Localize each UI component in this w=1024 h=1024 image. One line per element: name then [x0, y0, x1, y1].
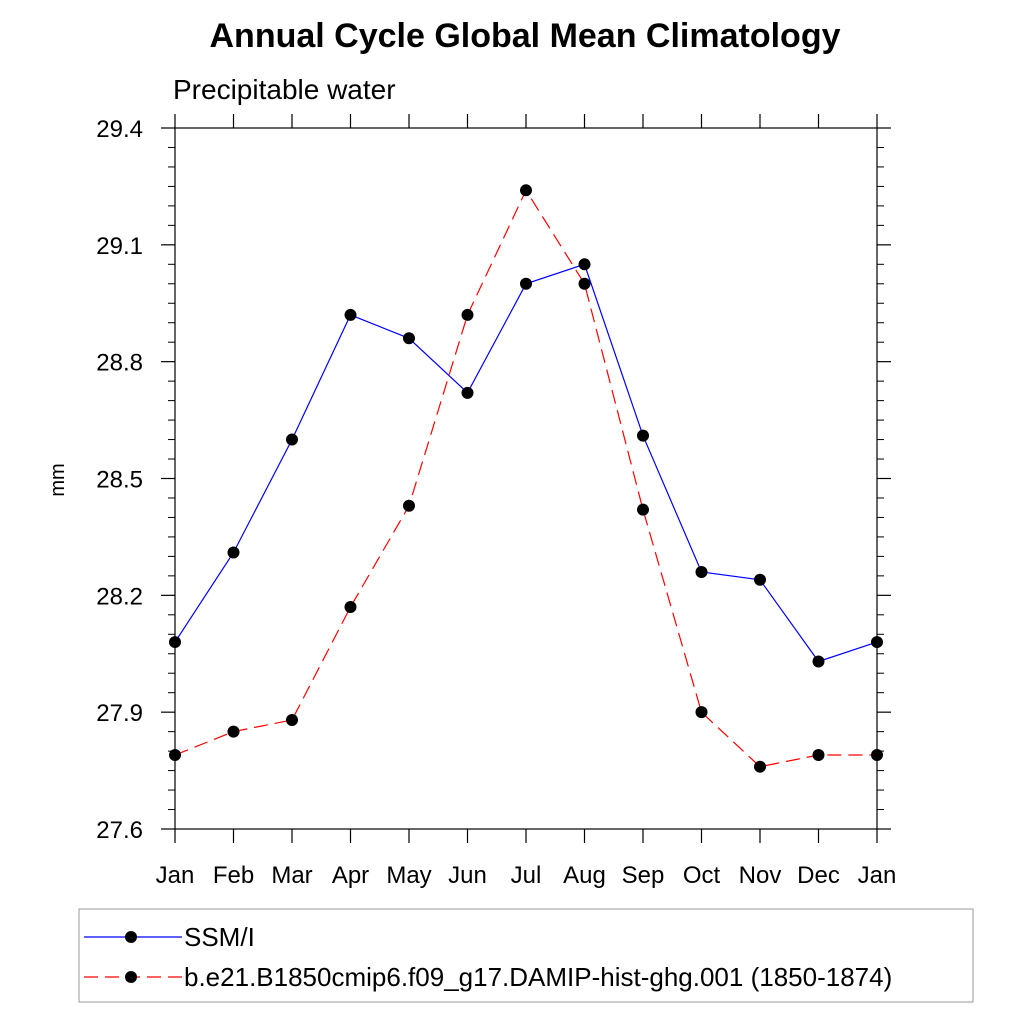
- y-axis-label: mm: [47, 463, 69, 496]
- data-point: [812, 655, 825, 668]
- series-line: [174, 189, 877, 768]
- x-tick-label: Nov: [739, 862, 782, 889]
- y-tick-label: 29.1: [96, 233, 143, 260]
- x-tick-label: Jan: [858, 862, 897, 889]
- data-point: [637, 429, 649, 442]
- legend-marker: [125, 971, 137, 983]
- x-tick-labels: Jan Feb Mar Apr May Jun Jul Aug Sep Oct Nov Dec Jan: [156, 862, 897, 889]
- axis-ticks: [161, 114, 891, 843]
- data-point: [286, 433, 298, 446]
- y-tick-label: 29.4: [96, 116, 143, 143]
- data-point: [461, 386, 474, 399]
- data-point: [871, 636, 883, 649]
- x-tick-label: Jul: [511, 862, 542, 889]
- data-point: [403, 332, 415, 345]
- data-point: [578, 258, 591, 271]
- legend-box: [78, 908, 974, 1003]
- x-tick-label: Feb: [213, 862, 254, 889]
- data-point: [403, 499, 415, 512]
- y-tick-label: 28.2: [96, 583, 143, 610]
- data-point: [461, 308, 474, 321]
- data-point: [227, 546, 240, 559]
- x-tick-label: Jun: [448, 862, 487, 889]
- y-tick-label: 27.9: [96, 700, 143, 727]
- x-tick-label: Apr: [332, 862, 369, 889]
- x-tick-label: Dec: [797, 862, 840, 889]
- x-tick-label: Aug: [563, 862, 606, 889]
- data-point: [754, 573, 766, 586]
- data-point: [520, 184, 532, 197]
- legend-label: b.e21.B1850cmip6.f09_g17.DAMIP-hist-ghg.…: [184, 962, 892, 992]
- data-point: [754, 760, 766, 773]
- x-tick-label: Sep: [622, 862, 665, 889]
- x-tick-label: May: [386, 862, 431, 889]
- data-point: [695, 706, 708, 719]
- data-point: [812, 749, 825, 762]
- data-point: [578, 277, 591, 290]
- data-point: [169, 749, 181, 762]
- data-point: [695, 565, 708, 578]
- x-tick-label: Jan: [156, 862, 195, 889]
- legend: SSM/I b.e21.B1850cmip6.f09_g17.DAMIP-hist…: [78, 908, 974, 1003]
- data-point: [344, 308, 357, 321]
- legend-label: SSM/I: [184, 922, 255, 952]
- legend-marker: [125, 931, 137, 943]
- data-point: [871, 749, 883, 762]
- x-tick-label: Oct: [683, 862, 721, 889]
- y-tick-label: 27.6: [96, 817, 143, 844]
- data-point: [637, 503, 649, 516]
- data-point: [286, 713, 298, 726]
- series-1: [169, 184, 883, 773]
- chart-title: Annual Cycle Global Mean Climatology: [210, 17, 841, 55]
- y-tick-label: 28.5: [96, 467, 143, 494]
- data-point: [520, 277, 532, 290]
- series-0: [169, 258, 883, 668]
- data-point: [344, 601, 357, 614]
- y-tick-label: 28.8: [96, 350, 143, 377]
- y-tick-labels: 27.6 27.9 28.2 28.5 28.8 29.1 29.4: [96, 116, 143, 844]
- x-tick-label: Mar: [271, 862, 312, 889]
- plot-frame: [174, 127, 878, 830]
- data-point: [227, 725, 240, 738]
- series-line: [174, 263, 878, 663]
- chart-subtitle: Precipitable water: [173, 74, 396, 105]
- data-point: [169, 636, 181, 649]
- series-layer: [169, 184, 883, 773]
